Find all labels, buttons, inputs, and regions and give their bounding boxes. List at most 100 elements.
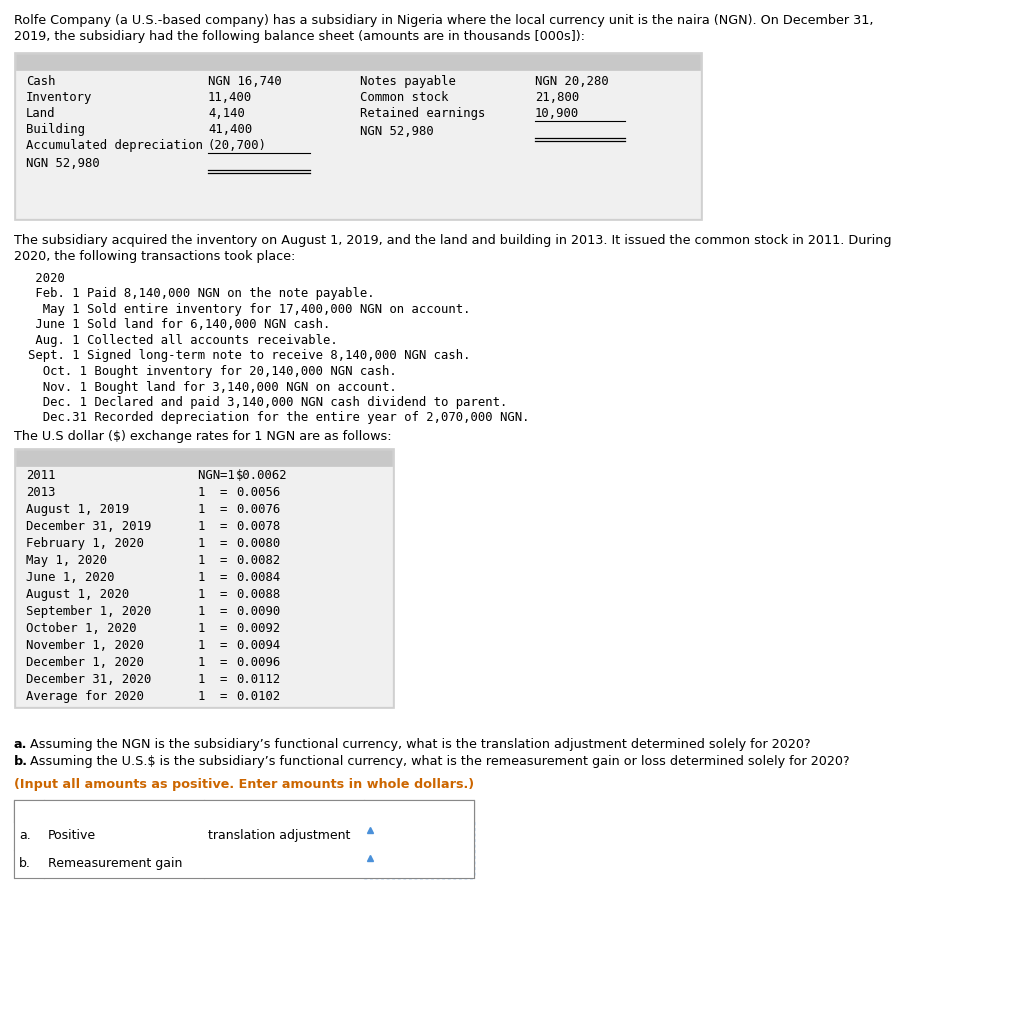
Text: 0.0112: 0.0112 [236,673,280,686]
Text: =: = [220,503,228,516]
Text: Remeasurement gain: Remeasurement gain [48,857,183,870]
Text: Cash: Cash [26,75,56,88]
Text: October 1, 2020: October 1, 2020 [26,622,136,635]
Text: 0.0088: 0.0088 [236,588,280,601]
Text: Nov. 1 Bought land for 3,140,000 NGN on account.: Nov. 1 Bought land for 3,140,000 NGN on … [28,380,397,394]
Text: NGN 20,280: NGN 20,280 [535,75,609,88]
Text: 1: 1 [198,605,205,618]
Text: 1: 1 [198,673,205,686]
Text: Building: Building [26,123,85,136]
Bar [16,54,700,218]
Text: =: = [220,639,228,652]
Text: 0.0056: 0.0056 [236,486,280,499]
Text: $0.0062: $0.0062 [236,469,288,482]
Text: a.: a. [19,829,30,842]
Text: Notes payable: Notes payable [360,75,456,88]
Text: Dec. 1 Declared and paid 3,140,000 NGN cash dividend to parent.: Dec. 1 Declared and paid 3,140,000 NGN c… [28,396,507,409]
Text: 0.0078: 0.0078 [236,520,280,533]
Text: 0.0082: 0.0082 [236,554,280,567]
Text: 2013: 2013 [26,486,56,499]
Text: 1: 1 [198,639,205,652]
Text: Retained earnings: Retained earnings [360,107,486,120]
Text: Common stock: Common stock [360,91,448,104]
Text: 0.0102: 0.0102 [236,690,280,703]
Text: 2011: 2011 [26,469,56,482]
Text: (20,700): (20,700) [208,139,267,152]
Text: Inventory: Inventory [26,91,92,104]
Text: Rolfe Company (a U.S.-based company) has a subsidiary in Nigeria where the local: Rolfe Company (a U.S.-based company) has… [14,14,874,27]
Bar [14,800,474,878]
Text: 0.0080: 0.0080 [236,537,280,550]
Text: 0.0092: 0.0092 [236,622,280,635]
Text: June 1 Sold land for 6,140,000 NGN cash.: June 1 Sold land for 6,140,000 NGN cash. [28,319,330,331]
Text: =: = [220,656,228,669]
Bar [16,54,700,70]
Text: translation adjustment: translation adjustment [208,829,351,842]
Text: 0.0090: 0.0090 [236,605,280,618]
Text: 0.0096: 0.0096 [236,656,280,669]
Text: 1: 1 [198,622,205,635]
Text: 4,140: 4,140 [208,107,245,120]
Text: =: = [220,537,228,550]
Text: 1: 1 [198,588,205,601]
Text: 10,900: 10,900 [535,107,579,120]
Text: The U.S dollar ($) exchange rates for 1 NGN are as follows:: The U.S dollar ($) exchange rates for 1 … [14,430,391,443]
Text: 1: 1 [198,486,205,499]
Text: =: = [220,605,228,618]
Text: Land: Land [26,107,56,120]
Text: 2019, the subsidiary had the following balance sheet (amounts are in thousands [: 2019, the subsidiary had the following b… [14,30,585,43]
Text: a.: a. [14,738,27,751]
Text: August 1, 2019: August 1, 2019 [26,503,129,516]
Text: Sept. 1 Signed long-term note to receive 8,140,000 NGN cash.: Sept. 1 Signed long-term note to receive… [28,350,470,363]
Text: September 1, 2020: September 1, 2020 [26,605,151,618]
Text: August 1, 2020: August 1, 2020 [26,588,129,601]
Text: Oct. 1 Bought inventory for 20,140,000 NGN cash.: Oct. 1 Bought inventory for 20,140,000 N… [28,365,397,378]
Text: 1: 1 [198,554,205,567]
Text: December 31, 2019: December 31, 2019 [26,520,151,533]
Text: 11,400: 11,400 [208,91,252,104]
Text: =: = [220,690,228,703]
Text: February 1, 2020: February 1, 2020 [26,537,144,550]
Text: =: = [220,520,228,533]
Text: =: = [220,486,228,499]
Text: Average for 2020: Average for 2020 [26,690,144,703]
Text: NGN 52,980: NGN 52,980 [360,125,434,138]
Bar [14,850,474,878]
Text: =: = [220,673,228,686]
Text: 2020, the following transactions took place:: 2020, the following transactions took pl… [14,250,296,263]
Text: 0.0094: 0.0094 [236,639,280,652]
Text: 1: 1 [198,503,205,516]
Text: The subsidiary acquired the inventory on August 1, 2019, and the land and buildi: The subsidiary acquired the inventory on… [14,234,891,247]
Text: b.: b. [14,755,28,768]
Text: Accumulated depreciation: Accumulated depreciation [26,139,203,152]
Text: November 1, 2020: November 1, 2020 [26,639,144,652]
Text: =: = [220,554,228,567]
Text: December 31, 2020: December 31, 2020 [26,673,151,686]
Text: (Input all amounts as positive. Enter amounts in whole dollars.): (Input all amounts as positive. Enter am… [14,778,474,791]
Text: Dec.31 Recorded depreciation for the entire year of 2,070,000 NGN.: Dec.31 Recorded depreciation for the ent… [28,411,529,425]
Text: =: = [220,588,228,601]
Text: June 1, 2020: June 1, 2020 [26,571,115,584]
Text: Aug. 1 Collected all accounts receivable.: Aug. 1 Collected all accounts receivable… [28,334,337,347]
Text: Feb. 1 Paid 8,140,000 NGN on the note payable.: Feb. 1 Paid 8,140,000 NGN on the note pa… [28,288,375,300]
Bar [14,800,474,822]
Text: =: = [220,622,228,635]
Text: 1: 1 [198,656,205,669]
Text: Positive: Positive [48,829,97,842]
Text: 2020: 2020 [28,272,65,285]
Text: 1: 1 [198,520,205,533]
Text: b.: b. [19,857,30,870]
Bar [14,822,474,850]
Text: Assuming the NGN is the subsidiary’s functional currency, what is the translatio: Assuming the NGN is the subsidiary’s fun… [26,738,811,751]
Text: December 1, 2020: December 1, 2020 [26,656,144,669]
Bar [16,450,392,706]
Text: 0.0076: 0.0076 [236,503,280,516]
Text: 0.0084: 0.0084 [236,571,280,584]
Text: NGN 1: NGN 1 [198,469,235,482]
Text: 21,800: 21,800 [535,91,579,104]
Bar [16,450,392,466]
Text: 41,400: 41,400 [208,123,252,136]
Text: 1: 1 [198,690,205,703]
Text: =: = [220,469,228,482]
Bar [14,52,702,220]
